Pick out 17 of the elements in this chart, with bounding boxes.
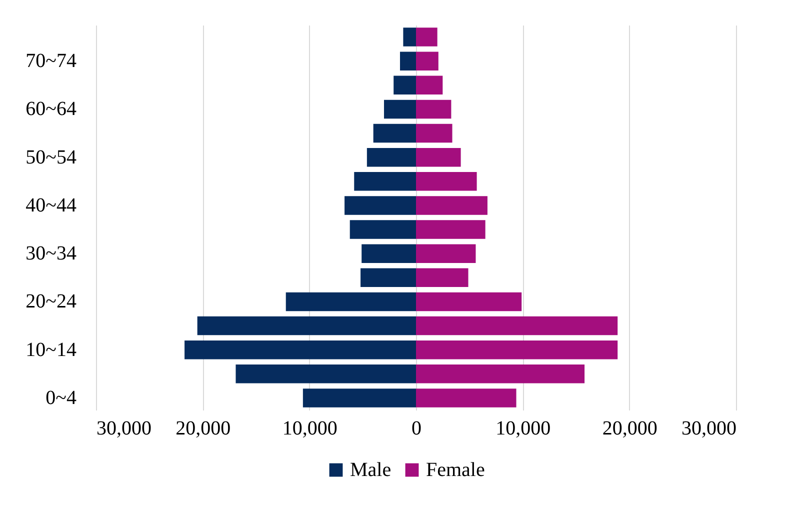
y-tick-label: 40~44 <box>26 194 76 216</box>
y-tick-label: 50~54 <box>26 146 76 168</box>
y-tick-label: 60~64 <box>26 98 76 120</box>
y-tick-label: 30~34 <box>26 242 76 265</box>
y-tick-label: 70~74 <box>26 50 76 72</box>
x-tick-label: 0 <box>412 418 422 440</box>
x-tick-label: 20,000 <box>602 418 658 440</box>
x-tick-label: 30,000 <box>682 418 736 440</box>
legend-label: Female <box>426 459 485 481</box>
legend-label: Male <box>350 459 392 481</box>
x-tick-label: 10,000 <box>282 418 338 440</box>
x-tick-label: 30,000 <box>96 418 152 440</box>
y-tick-label: 20~24 <box>26 290 76 313</box>
x-tick-label: 10,000 <box>496 418 551 440</box>
y-tick-label: 10~14 <box>26 338 76 361</box>
y-tick-label: 0~4 <box>46 386 76 409</box>
x-tick-label: 20,000 <box>176 418 231 440</box>
